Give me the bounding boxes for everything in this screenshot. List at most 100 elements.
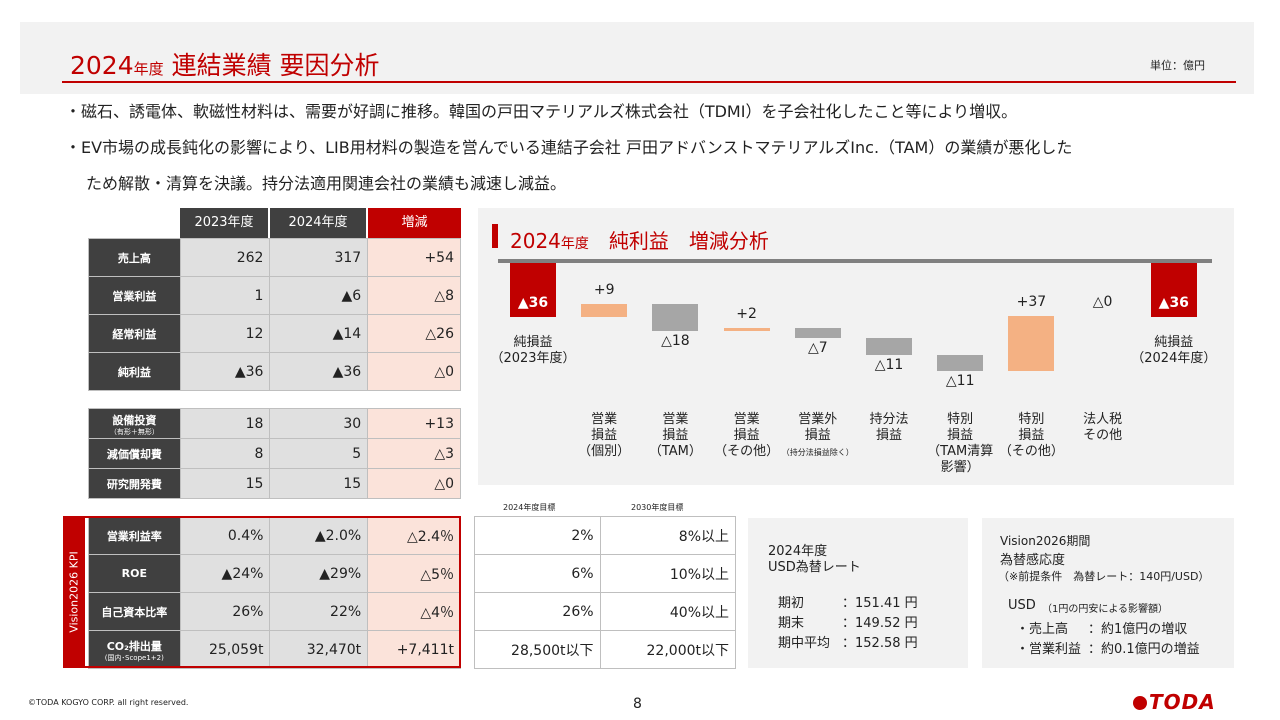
main-row: 売上高 262 317 +54	[88, 238, 461, 277]
kpi-value-2023: 0.4%	[179, 516, 271, 555]
sub-row: 研究開発費 15 15 △0	[88, 468, 461, 499]
decrease-bar	[937, 354, 984, 371]
main-value-2023: 12	[179, 314, 271, 353]
increase-bar	[581, 303, 628, 317]
target-row: 26% 40%以上	[474, 592, 737, 631]
fx-row-label: 期初	[778, 596, 805, 611]
kpi-value-2023: ▲24%	[179, 554, 271, 593]
fx-row-label: 期中平均	[778, 636, 831, 651]
sensitivity-box	[982, 518, 1234, 668]
main-value-2023: 1	[179, 276, 271, 315]
target-t2030: 22,000t以下	[599, 630, 737, 669]
header-2023: 2023年度	[180, 208, 268, 238]
fx-title-2: USD為替レート	[768, 560, 861, 575]
category-line: 営業	[662, 412, 689, 427]
sens-usd: USD	[1008, 598, 1036, 613]
total-label-line: 純損益	[1154, 335, 1194, 350]
kpi-row-label: CO₂排出量 (国内･Scope1+2)	[88, 630, 181, 669]
kpi-value-2024: 22%	[269, 592, 369, 631]
category-label: 営業 損益 （TAM）	[636, 412, 714, 460]
category-sub: （持分法損益除く）	[781, 448, 854, 457]
target-row: 6% 10%以上	[474, 554, 737, 593]
decrease-bar	[794, 327, 841, 338]
main-value-diff: △26	[367, 314, 461, 353]
main-row: 純利益 ▲36 ▲36 △0	[88, 352, 461, 391]
target-row: 2% 8%以上	[474, 516, 737, 555]
category-label: 営業外 損益 （持分法損益除く）	[779, 412, 857, 461]
end-total-label: 純損益 （2024年度）	[1129, 335, 1219, 367]
sens-row-label: ・営業利益	[1016, 642, 1082, 657]
fx-row-value: ：151.41 円	[842, 596, 918, 611]
main-value-diff: △0	[367, 352, 461, 391]
title-rule	[62, 81, 1236, 83]
sub-value-diff: △0	[367, 468, 461, 499]
header-2024: 2024年度	[270, 208, 366, 238]
end-total-bar	[1150, 263, 1197, 317]
fx-row-value: ：149.52 円	[842, 616, 918, 631]
sub-value-2024: 15	[269, 468, 369, 499]
category-label: 持分法 損益	[850, 412, 928, 444]
main-table: 売上高 262 317 +54 営業利益 1 ▲6 △8 経常利益 12 ▲14 △26 純利益 ▲36 ▲…	[88, 238, 461, 391]
main-row-label: 純利益	[88, 352, 181, 391]
category-line: （その他）	[714, 444, 780, 459]
category-line: 影響）	[940, 460, 980, 475]
category-line: 損益	[875, 428, 902, 443]
fx-row-label: 期末	[778, 616, 805, 631]
category-line: 特別	[947, 412, 974, 427]
kpi-value-diff: △2.4％	[367, 516, 461, 555]
category-line: 損益	[733, 428, 760, 443]
main-value-2024: ▲36	[269, 352, 369, 391]
sub-value-diff: △3	[367, 438, 461, 469]
kpi-row-label: 営業利益率	[88, 516, 181, 555]
increase-bar	[723, 327, 770, 331]
main-row-label: 営業利益	[88, 276, 181, 315]
kpi-table: 営業利益率 0.4% ▲2.0% △2.4％ ROE ▲24% ▲29% △5％ 自己資本比率 2…	[88, 516, 461, 669]
bar-value-label: +37	[1016, 293, 1047, 310]
logo-mark-icon	[1133, 696, 1147, 710]
sens-condition: （※前提条件 為替レート：140円/USD）	[998, 570, 1210, 583]
increase-bar	[1080, 316, 1126, 318]
total-label-line: （2023年度）	[490, 351, 576, 366]
target-t2024: 26%	[474, 592, 601, 631]
kpi-value-2023: 25,059t	[179, 630, 271, 669]
target-2030-header: 2030年度目標	[631, 503, 684, 512]
bar-value-label: △11	[874, 356, 904, 373]
category-line: 損益	[662, 428, 689, 443]
header-diff: 増減	[368, 208, 461, 238]
category-line: （TAM）	[648, 444, 702, 459]
target-2024-header: 2024年度目標	[503, 503, 556, 512]
increase-bar	[1008, 315, 1055, 371]
sub-row: 設備投資 （有形＋無形） 18 30 +13	[88, 408, 461, 439]
category-line: 損益	[804, 428, 831, 443]
target-t2024: 2%	[474, 516, 601, 555]
kpi-side-label: Vision2026 KPI	[63, 516, 85, 668]
sens-title-1: Vision2026期間	[1000, 534, 1091, 548]
copyright: ©TODA KOGYO CORP. all right reserved.	[28, 698, 189, 707]
main-value-2023: 262	[179, 238, 271, 277]
category-line: 損益	[947, 428, 974, 443]
sub-value-2024: 5	[269, 438, 369, 469]
bar-value-label: +9	[593, 281, 615, 298]
category-line: （TAM清算	[927, 444, 994, 459]
target-t2030: 40%以上	[599, 592, 737, 631]
bullet-2: ・EV市場の成長鈍化の影響により、LIB用材料の製造を営んでいる連結子会社 戸田…	[65, 138, 1073, 157]
bar-value-label: ▲36	[1158, 295, 1189, 311]
sub-table: 設備投資 （有形＋無形） 18 30 +13 減価償却費 8 5 △3 研究開発費 15 15 △0	[88, 408, 461, 499]
main-row: 経常利益 12 ▲14 △26	[88, 314, 461, 353]
page-number: 8	[633, 696, 642, 712]
bar-value-label: +2	[736, 305, 757, 322]
chart-title-accent	[492, 224, 498, 248]
sens-row-label: ・売上高	[1016, 622, 1069, 637]
fx-title-1: 2024年度	[768, 544, 828, 559]
total-label-line: （2024年度）	[1131, 351, 1217, 366]
bullet-3: ため解散・清算を決議。持分法適用関連会社の業績も減速し減益。	[86, 174, 567, 193]
sub-value-2023: 8	[179, 438, 271, 469]
kpi-value-diff: +7,411t	[367, 630, 461, 669]
category-line: 特別	[1018, 412, 1045, 427]
sub-row-label: 減価償却費	[88, 438, 181, 469]
bar-value-label: △18	[661, 332, 690, 349]
category-line: 法人税	[1083, 412, 1123, 427]
category-line: （その他）	[998, 444, 1064, 459]
category-line: 営業	[591, 412, 618, 427]
fx-row-value: ：152.58 円	[842, 636, 918, 651]
